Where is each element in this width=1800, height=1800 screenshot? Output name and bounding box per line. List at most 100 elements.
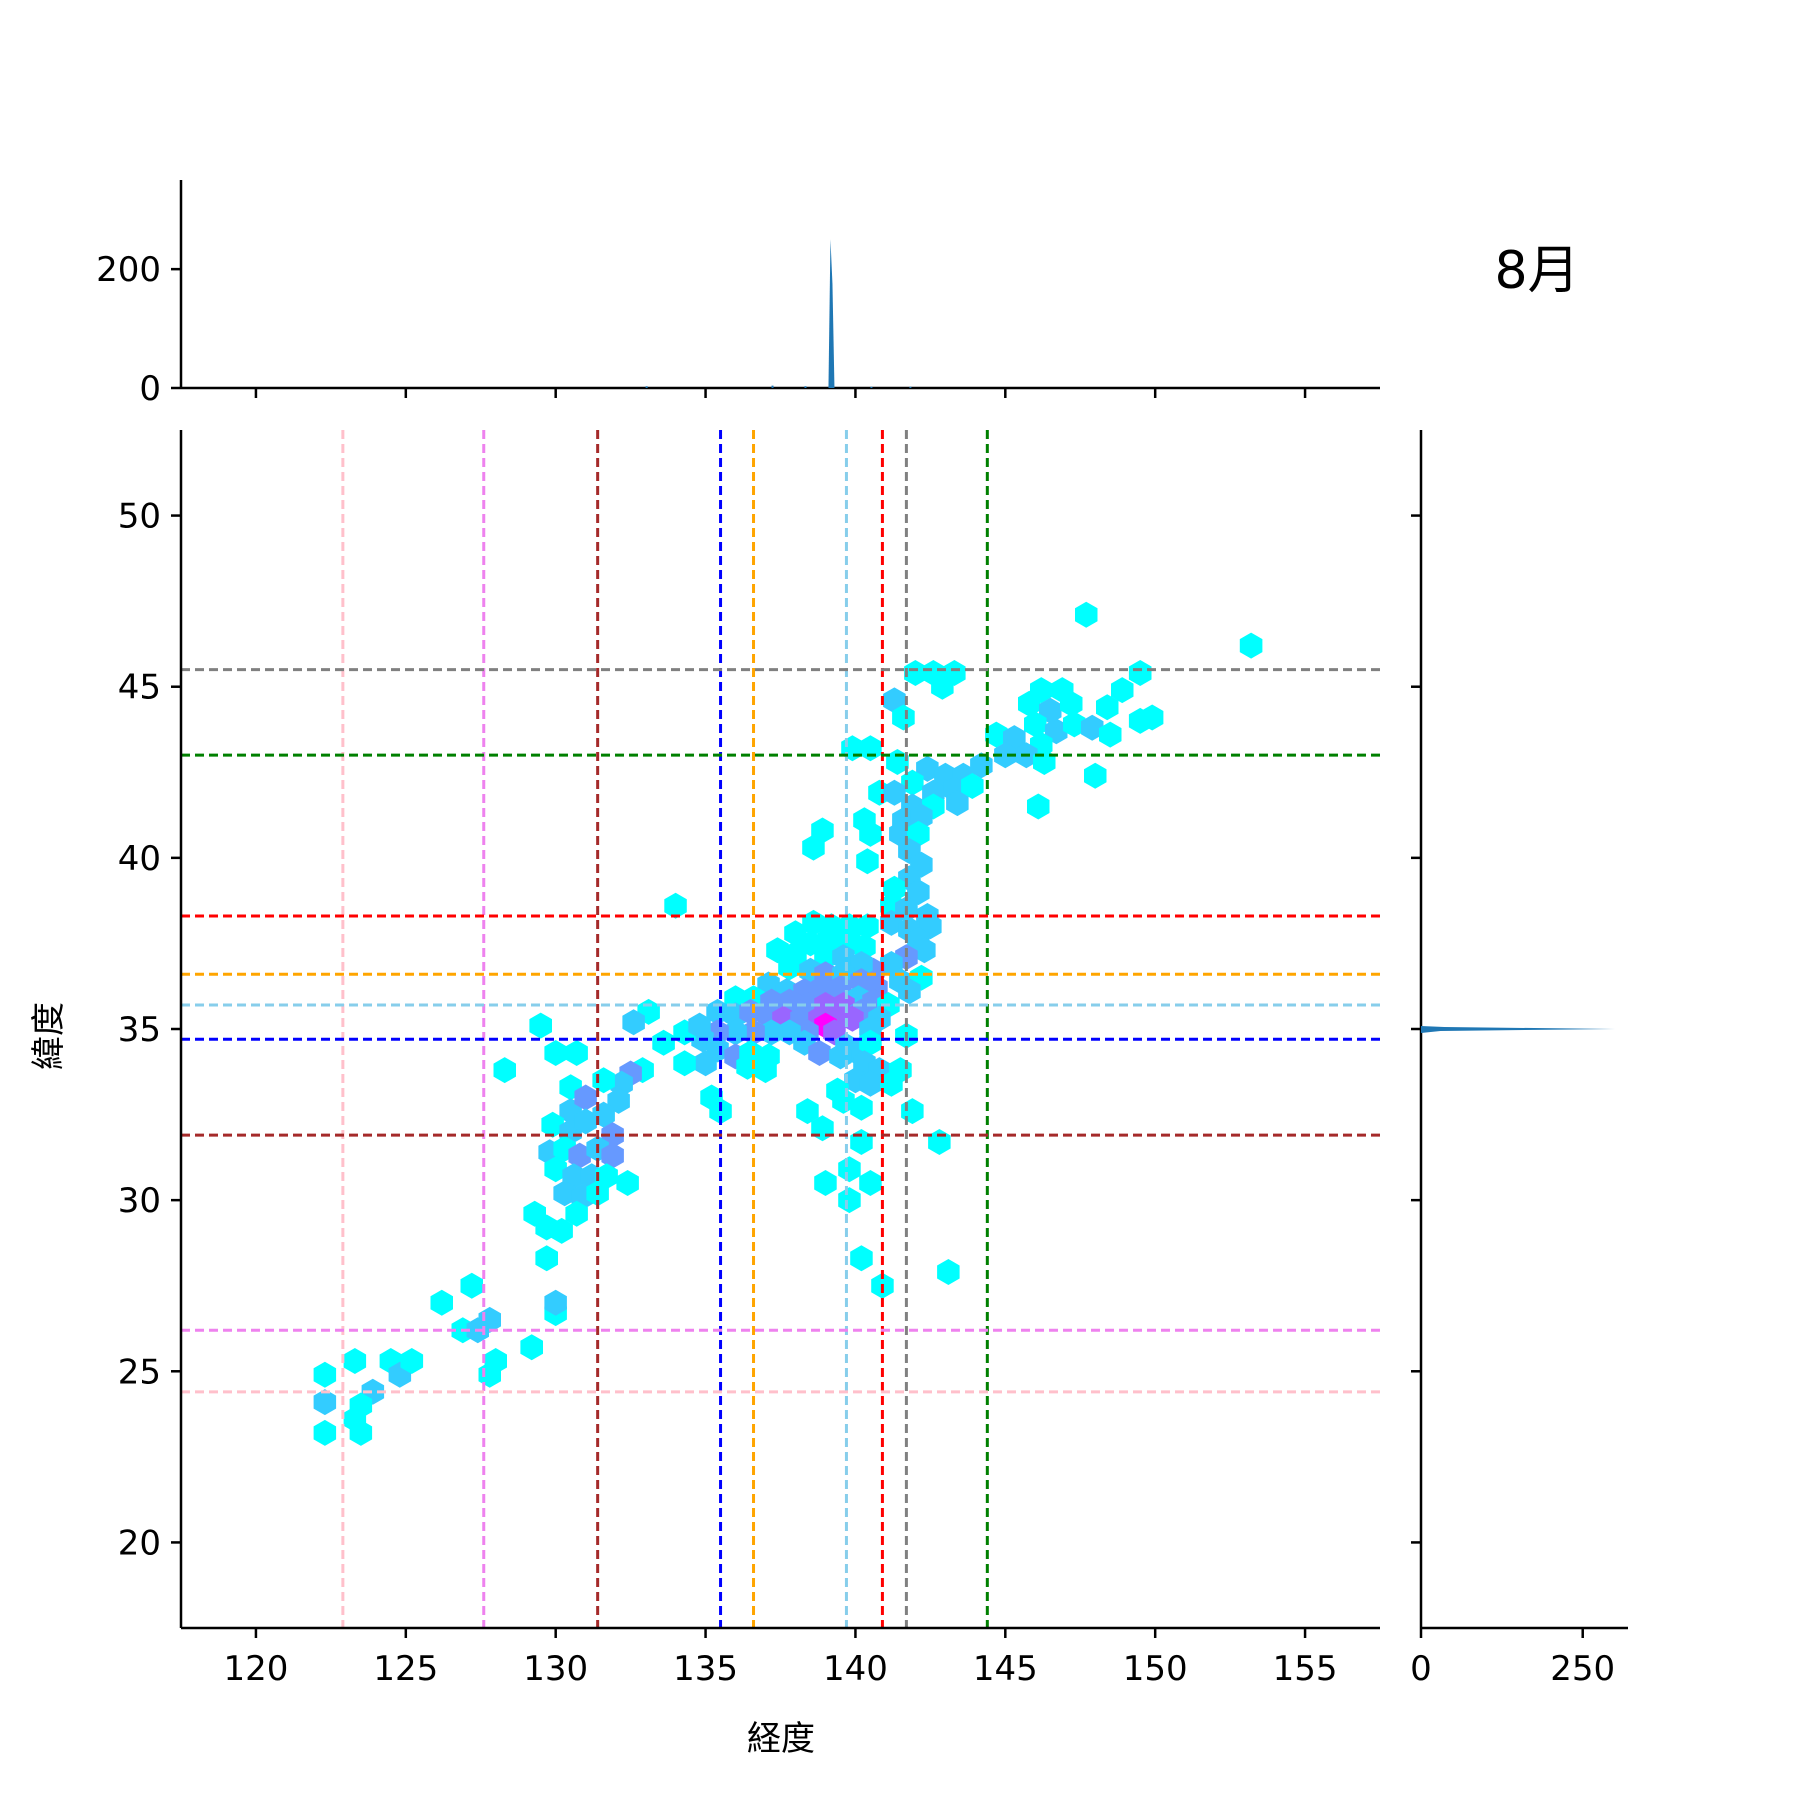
y-axis-label: 緯度: [29, 1002, 69, 1070]
horizontal-reference-lines: [181, 668, 1380, 1394]
hexbin: [1096, 694, 1119, 721]
hexbin: [859, 1170, 882, 1196]
hexbin: [838, 1187, 861, 1214]
hexbin: [313, 1361, 337, 1388]
x-tick-label: 145: [973, 1649, 1038, 1689]
hexbin: [673, 1050, 696, 1077]
hexbin: [616, 1170, 639, 1196]
hexbin: [484, 1348, 507, 1374]
hexbin: [832, 944, 855, 971]
right-marginal-histogram: 0 250: [1410, 430, 1628, 1689]
x-tick-label: 120: [223, 1649, 288, 1689]
axes: 120 125 130 135 140 145 150 155 20 25 30 35 40 45 50: [118, 430, 1380, 1689]
hexbin: [1084, 762, 1107, 789]
hexbin: [313, 1419, 337, 1446]
right-hist-tick-label: 250: [1550, 1649, 1615, 1689]
hexbin: [520, 1334, 543, 1361]
hexbin: [850, 1245, 873, 1272]
hexbin: [1081, 714, 1104, 741]
x-tick-label: 125: [373, 1649, 438, 1689]
hexbin: [622, 1009, 645, 1036]
hexbin: [904, 660, 927, 686]
hexbin: [709, 1098, 732, 1125]
hexbin: [907, 879, 930, 906]
hexbin: [601, 1142, 624, 1169]
hexbin: [901, 1098, 924, 1125]
x-tick-label: 130: [523, 1649, 588, 1689]
hexbin: [883, 779, 906, 806]
hexbin: [856, 848, 879, 875]
hexbin: [553, 1180, 576, 1207]
hexbin: [574, 1108, 597, 1135]
y-tick-label: 45: [118, 668, 161, 708]
hexbin: [1140, 704, 1164, 731]
x-tick-label: 135: [673, 1649, 738, 1689]
hexbin: [961, 773, 984, 799]
hexbin: [1128, 660, 1152, 686]
hexbin: [1024, 711, 1047, 738]
y-tick-label: 20: [118, 1523, 161, 1563]
hexbin: [565, 1200, 588, 1227]
hexbin: [796, 1098, 819, 1125]
top-hist-bar: [909, 386, 912, 388]
vertical-reference-lines: [341, 430, 989, 1628]
top-hist-bar: [645, 386, 648, 388]
hexbin: [400, 1348, 424, 1374]
hexbin: [928, 1129, 951, 1155]
hexbin: [754, 1057, 777, 1084]
hexbin: [1239, 632, 1263, 659]
hexbin: [994, 742, 1017, 769]
hexbin: [1099, 721, 1122, 748]
hexbin: [592, 1067, 615, 1094]
hexbin: [694, 1050, 717, 1077]
hexbin: [937, 1259, 960, 1285]
hexbin: [766, 937, 789, 964]
hexbin: [898, 978, 921, 1005]
y-tick-label: 30: [118, 1181, 161, 1221]
hexbin: [565, 1040, 588, 1066]
hexbin: [688, 1012, 711, 1039]
hexbin: [1018, 690, 1041, 717]
top-hist-bar: [804, 386, 807, 388]
hexbin: [859, 820, 882, 847]
hexbin: [856, 913, 879, 940]
hexbin: [550, 1217, 573, 1244]
top-hist-bar: [870, 386, 873, 388]
right-hist-peak: [1421, 1026, 1616, 1033]
hexbin: [859, 1029, 882, 1056]
hexbin: [832, 1087, 855, 1114]
hexbin: [859, 1070, 882, 1097]
hexbin: [460, 1272, 483, 1299]
hexbin: [901, 769, 924, 796]
hexbin: [529, 1012, 552, 1039]
hexbin: [544, 1156, 567, 1183]
hexbin: [1060, 690, 1083, 717]
y-tick-label: 35: [118, 1010, 161, 1050]
hexbin: [814, 1170, 837, 1196]
y-tick-label: 25: [118, 1352, 161, 1392]
hexbin: [1075, 601, 1098, 628]
hexbin: [946, 790, 969, 817]
top-hist-peak: [828, 239, 835, 388]
hexbin: [541, 1111, 564, 1138]
hexbin: [652, 1029, 675, 1056]
hexbin: [1027, 793, 1050, 820]
hexbin: [838, 1156, 861, 1183]
hexbin: [985, 721, 1008, 748]
hexbin: [913, 937, 936, 964]
x-tick-label: 140: [823, 1649, 888, 1689]
hexbin: [1063, 711, 1086, 738]
hexbin: [850, 951, 873, 977]
hexbin: [430, 1289, 453, 1316]
hexbin: [880, 1070, 903, 1097]
chart-title: 8月: [1494, 241, 1579, 301]
x-tick-label: 155: [1273, 1649, 1338, 1689]
hexbin: [664, 892, 687, 919]
hexbin: [349, 1419, 373, 1446]
hexbin: [343, 1348, 367, 1374]
y-tick-label: 40: [118, 839, 161, 879]
hexbin: [574, 1084, 597, 1111]
hexbin: [850, 1094, 873, 1121]
hexbin: [931, 673, 954, 700]
